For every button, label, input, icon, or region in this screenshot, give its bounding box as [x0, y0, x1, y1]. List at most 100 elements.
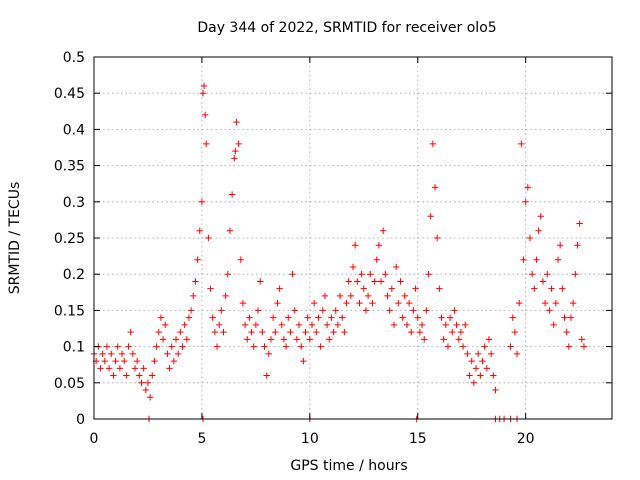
data-point — [300, 357, 307, 365]
data-point — [418, 321, 426, 329]
data-point — [108, 350, 115, 358]
data-point — [518, 140, 525, 148]
data-point — [194, 256, 201, 263]
data-point — [351, 242, 359, 249]
data-point — [481, 343, 488, 350]
data-point — [129, 350, 137, 358]
data-point — [373, 256, 380, 263]
data-point — [548, 285, 555, 292]
data-point — [103, 343, 111, 350]
data-point — [138, 379, 145, 386]
data-point — [390, 321, 398, 329]
data-point — [455, 336, 462, 343]
data-point — [326, 336, 333, 343]
data-point — [539, 278, 547, 285]
grid-lines — [94, 57, 612, 419]
data-point — [190, 292, 197, 300]
data-point — [399, 314, 406, 321]
data-point — [232, 147, 239, 155]
data-point — [442, 321, 450, 329]
data-point — [477, 372, 484, 379]
data-point — [388, 285, 396, 292]
data-point — [183, 336, 191, 343]
data-point — [567, 314, 575, 321]
data-point — [401, 292, 408, 300]
data-point — [267, 336, 275, 343]
data-point — [259, 328, 266, 336]
data-point — [507, 343, 514, 350]
data-point — [172, 336, 180, 343]
data-point — [228, 191, 236, 198]
data-point — [410, 307, 417, 314]
data-point — [263, 372, 270, 379]
data-point — [483, 365, 491, 372]
data-point — [306, 336, 314, 343]
y-tick-label: 0.25 — [54, 231, 85, 247]
data-point — [201, 111, 209, 119]
data-point — [274, 299, 281, 307]
y-tick-label: 0.05 — [54, 376, 85, 392]
data-point — [345, 278, 352, 285]
data-point — [457, 328, 465, 336]
data-point — [250, 343, 257, 350]
data-point — [121, 357, 128, 365]
data-point — [146, 394, 154, 401]
data-point — [233, 118, 240, 126]
data-point — [349, 263, 357, 271]
data-point — [291, 307, 298, 314]
data-point — [105, 365, 113, 372]
data-point — [487, 350, 495, 358]
data-point — [310, 299, 318, 307]
data-point — [520, 256, 527, 263]
data-point — [323, 321, 331, 329]
data-point — [187, 307, 195, 314]
data-point — [451, 307, 458, 314]
data-point — [371, 278, 378, 285]
data-points — [90, 82, 588, 423]
data-point — [304, 314, 311, 321]
data-point — [151, 357, 158, 365]
data-point — [142, 386, 149, 394]
data-point — [546, 307, 553, 314]
data-point — [222, 292, 229, 300]
data-point — [278, 321, 285, 329]
data-point — [544, 271, 551, 278]
data-point — [459, 343, 467, 350]
data-point — [561, 314, 568, 321]
data-point — [578, 336, 585, 343]
data-point — [199, 90, 207, 97]
y-tick-label: 0.3 — [63, 195, 85, 211]
data-point — [246, 314, 253, 321]
data-point — [293, 336, 301, 343]
data-point — [157, 314, 165, 321]
data-point — [479, 357, 486, 365]
data-point — [168, 343, 175, 350]
data-point — [554, 256, 562, 263]
data-point — [341, 328, 348, 336]
data-point — [224, 271, 232, 278]
y-tick-labels: 0 0.05 0.1 0.15 0.2 0.25 0.3 0.35 0.4 0.45 0.5 — [54, 50, 85, 428]
data-point — [205, 234, 212, 242]
data-point — [386, 307, 393, 314]
data-point — [125, 343, 132, 350]
x-tick-label: 10 — [301, 431, 319, 447]
data-point — [185, 314, 193, 321]
data-point — [380, 227, 387, 234]
data-point — [511, 328, 519, 336]
data-point — [179, 343, 186, 350]
data-point — [328, 314, 335, 321]
data-point — [99, 350, 106, 358]
data-point — [207, 285, 214, 292]
data-point — [367, 271, 374, 278]
data-point — [423, 307, 430, 314]
data-point — [155, 328, 162, 336]
data-point — [427, 213, 434, 220]
data-point — [280, 336, 288, 343]
data-point — [241, 321, 249, 329]
data-point — [557, 242, 564, 249]
data-point — [127, 328, 134, 336]
data-point — [358, 271, 365, 278]
data-point — [444, 343, 452, 350]
data-point — [101, 357, 108, 365]
